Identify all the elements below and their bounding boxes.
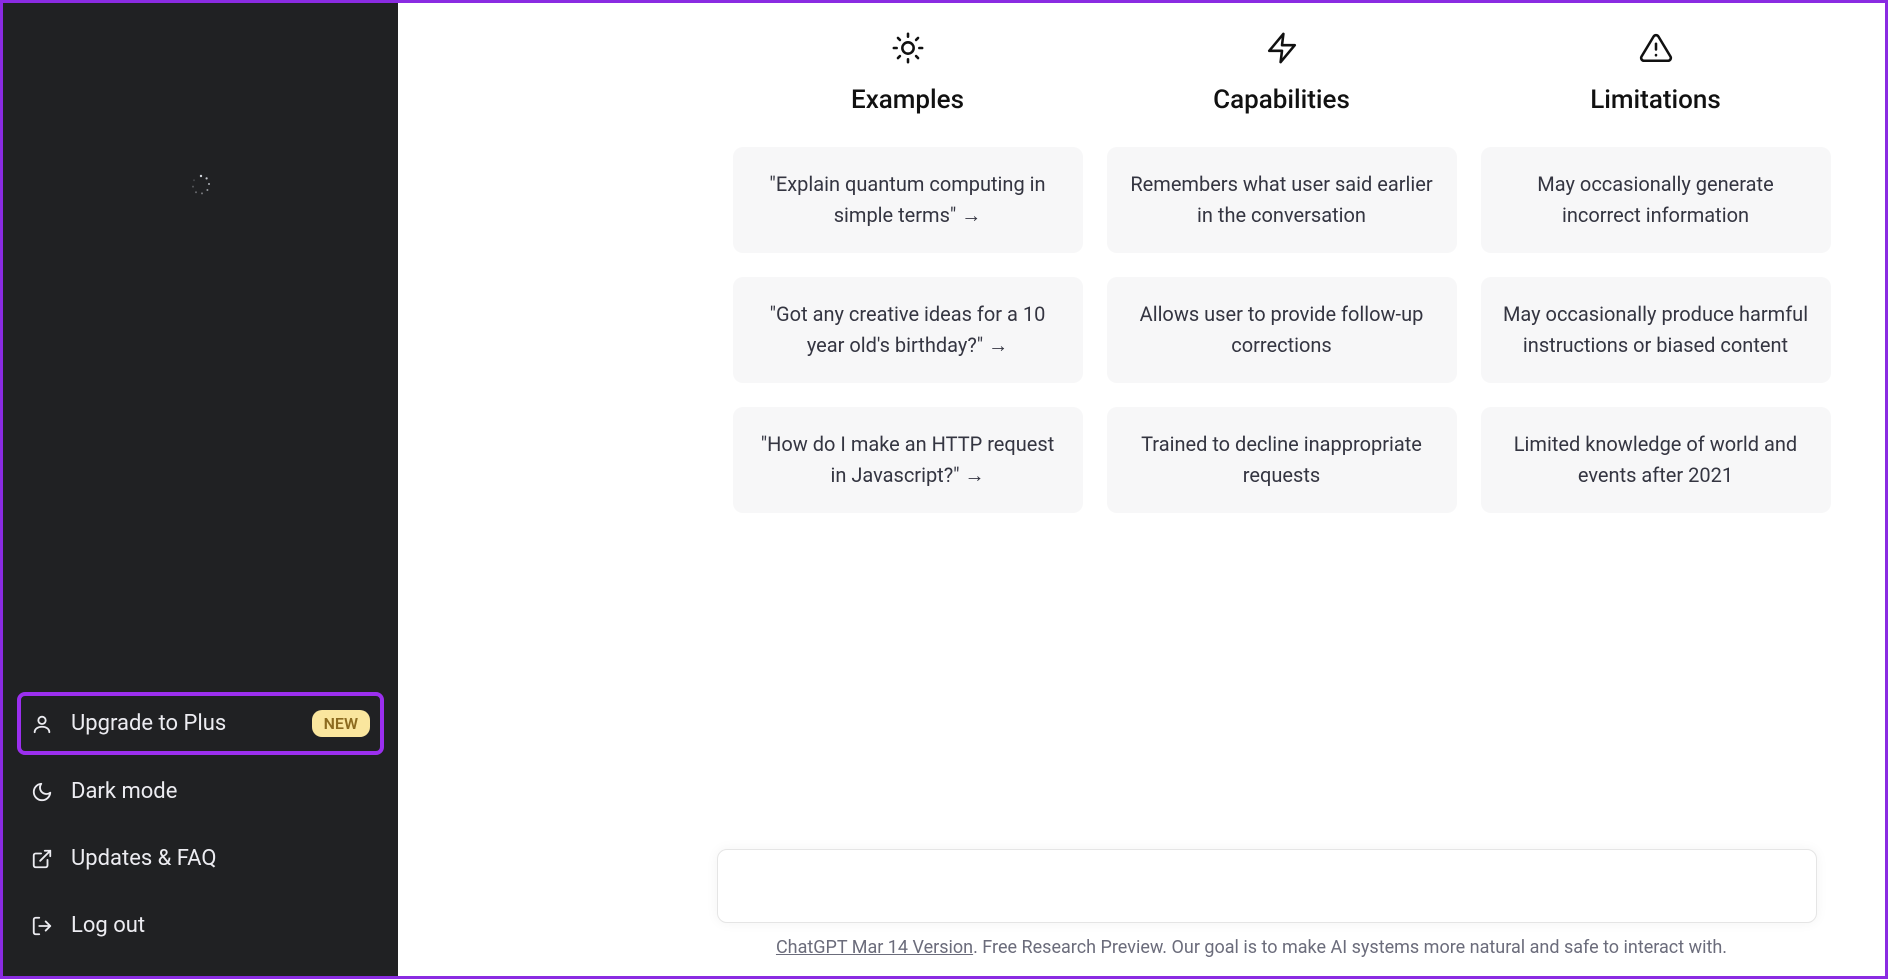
- column-title: Examples: [851, 85, 964, 115]
- column-limitations: Limitations May occasionally generate in…: [1481, 23, 1831, 849]
- external-link-icon: [31, 848, 53, 870]
- footer-note: ChatGPT Mar 14 Version. Free Research Pr…: [398, 937, 1885, 976]
- column-title: Limitations: [1590, 85, 1721, 115]
- moon-icon: [31, 781, 53, 803]
- sidebar-item-logout[interactable]: Log out: [17, 895, 384, 956]
- column-capabilities: Capabilities Remembers what user said ea…: [1107, 23, 1457, 849]
- sidebar-nav: Upgrade to Plus NEW Dark mode Updates & …: [3, 682, 398, 976]
- sun-icon: [891, 23, 925, 73]
- sidebar-item-label: Dark mode: [71, 779, 370, 804]
- capability-card: Remembers what user said earlier in the …: [1107, 147, 1457, 253]
- limitation-card: May occasionally produce harmful instruc…: [1481, 277, 1831, 383]
- sidebar-item-upgrade[interactable]: Upgrade to Plus NEW: [17, 692, 384, 755]
- loading-spinner-icon: [189, 173, 213, 197]
- limitation-card: May occasionally generate incorrect info…: [1481, 147, 1831, 253]
- capability-card: Trained to decline inappropriate request…: [1107, 407, 1457, 513]
- person-icon: [31, 713, 53, 735]
- warning-icon: [1639, 23, 1673, 73]
- new-badge: NEW: [312, 710, 370, 737]
- logout-icon: [31, 915, 53, 937]
- sidebar-item-updates-faq[interactable]: Updates & FAQ: [17, 828, 384, 889]
- capability-card: Allows user to provide follow-up correct…: [1107, 277, 1457, 383]
- sidebar-item-dark-mode[interactable]: Dark mode: [17, 761, 384, 822]
- chat-input-row: [398, 849, 1885, 937]
- example-card[interactable]: "Got any creative ideas for a 10 year ol…: [733, 277, 1083, 383]
- version-link[interactable]: ChatGPT Mar 14 Version: [776, 937, 973, 958]
- column-title: Capabilities: [1213, 85, 1350, 115]
- column-examples: Examples "Explain quantum computing in s…: [733, 23, 1083, 849]
- example-card[interactable]: "Explain quantum computing in simple ter…: [733, 147, 1083, 253]
- limitation-card: Limited knowledge of world and events af…: [1481, 407, 1831, 513]
- sidebar-item-label: Upgrade to Plus: [71, 711, 294, 736]
- bolt-icon: [1265, 23, 1299, 73]
- sidebar-item-label: Updates & FAQ: [71, 846, 370, 871]
- sidebar: Upgrade to Plus NEW Dark mode Updates & …: [3, 3, 398, 976]
- welcome-columns: Examples "Explain quantum computing in s…: [398, 3, 1885, 849]
- sidebar-item-label: Log out: [71, 913, 370, 938]
- footer-text: . Free Research Preview. Our goal is to …: [973, 937, 1727, 958]
- main-panel: Examples "Explain quantum computing in s…: [398, 3, 1885, 976]
- sidebar-history: [3, 3, 398, 682]
- chat-input[interactable]: [717, 849, 1817, 923]
- example-card[interactable]: "How do I make an HTTP request in Javasc…: [733, 407, 1083, 513]
